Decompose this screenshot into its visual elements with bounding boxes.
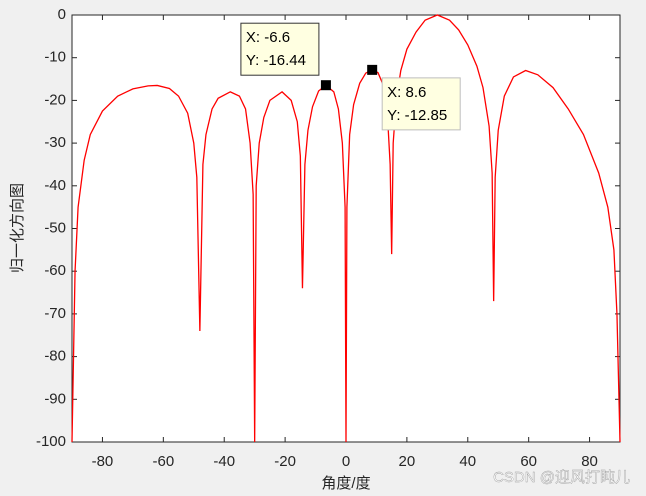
datatip-marker	[367, 64, 378, 75]
line-series	[71, 14, 621, 443]
datatip-marker	[320, 80, 331, 91]
y-axis-label: 归一化方向图	[9, 183, 26, 273]
y-tick-label: -30	[44, 134, 66, 151]
y-tick-label: -70	[44, 305, 66, 322]
datatip-text: Y: -16.44	[246, 52, 306, 69]
watermark: CSDN @迎风打盹儿	[493, 469, 630, 486]
x-tick-label: 80	[581, 453, 598, 470]
y-tick-label: 0	[58, 6, 66, 23]
x-axis-label: 角度/度	[321, 475, 370, 492]
x-tick-label: -60	[152, 453, 174, 470]
datatip-box	[381, 77, 461, 131]
y-tick-label: -50	[44, 219, 66, 236]
x-tick-label: 0	[342, 453, 350, 470]
y-tick-label: -10	[44, 49, 66, 66]
datatip-text: X: -6.6	[246, 29, 290, 46]
y-tick-label: -90	[44, 390, 66, 407]
x-tick-label: -20	[274, 453, 296, 470]
y-tick-label: -100	[36, 433, 66, 450]
x-tick-label: -40	[213, 453, 235, 470]
datatip-text: X: 8.6	[387, 84, 426, 101]
datatip-text: Y: -12.85	[387, 107, 447, 124]
x-tick-label: 20	[399, 453, 416, 470]
y-tick-label: -80	[44, 348, 66, 365]
x-tick-label: 40	[459, 453, 476, 470]
x-tick-label: 60	[520, 453, 537, 470]
datatip-box	[240, 22, 320, 76]
y-tick-label: -40	[44, 177, 66, 194]
y-tick-label: -20	[44, 91, 66, 108]
y-tick-label: -60	[44, 262, 66, 279]
x-tick-label: -80	[92, 453, 114, 470]
